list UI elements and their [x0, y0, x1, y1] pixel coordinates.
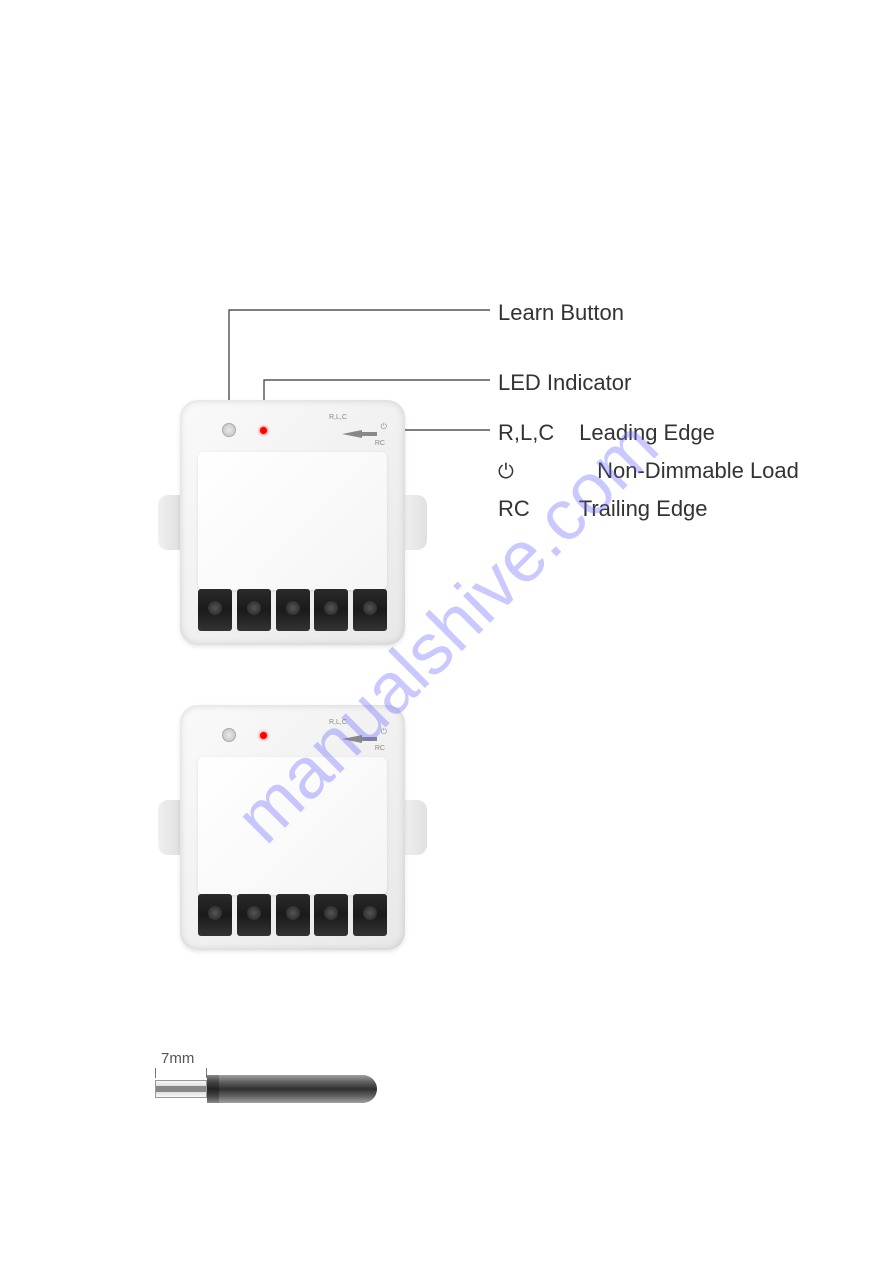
label-rlc-mode: R,L,C Leading Edge	[498, 420, 715, 446]
terminal	[237, 589, 271, 631]
terminal	[353, 589, 387, 631]
terminal-block	[198, 894, 387, 936]
led-indicator	[260, 427, 267, 434]
dial-label-rlc: R,L,C	[329, 719, 347, 726]
terminal	[276, 589, 310, 631]
power-icon: ⏻	[498, 461, 573, 484]
led-indicator	[260, 732, 267, 739]
dial-label-rc: RC	[375, 440, 385, 447]
device-bottom: R,L,C ⏻ RC	[180, 705, 405, 950]
label-rc-mode: RC Trailing Edge	[498, 496, 708, 522]
mode-dial[interactable]: R,L,C ⏻ RC	[327, 717, 387, 757]
dial-label-rc: RC	[375, 745, 385, 752]
terminal	[237, 894, 271, 936]
label-rlc-symbol: R,L,C	[498, 420, 573, 446]
label-rc-symbol: RC	[498, 496, 573, 522]
mount-ear-left	[158, 495, 180, 550]
terminal	[276, 894, 310, 936]
dial-pointer-icon	[342, 430, 362, 438]
mount-ear-left	[158, 800, 180, 855]
device-faceplate	[198, 757, 387, 895]
label-rc-text: Trailing Edge	[579, 496, 708, 521]
callout-lines	[0, 0, 893, 1263]
terminal	[314, 894, 348, 936]
label-learn-button: Learn Button	[498, 300, 624, 326]
mount-ear-right	[405, 800, 427, 855]
wire-dimension-label: 7mm	[161, 1050, 194, 1067]
learn-button[interactable]	[222, 728, 236, 742]
terminal	[198, 589, 232, 631]
mount-ear-right	[405, 495, 427, 550]
learn-button[interactable]	[222, 423, 236, 437]
label-rlc-text: Leading Edge	[579, 420, 715, 445]
dial-label-power-icon: ⏻	[381, 422, 387, 432]
dimension-bracket	[155, 1068, 207, 1078]
dial-label-power-icon: ⏻	[381, 727, 387, 737]
device-faceplate	[198, 452, 387, 590]
terminal	[198, 894, 232, 936]
device-top: R,L,C ⏻ RC	[180, 400, 405, 645]
wire-stripped-end	[155, 1080, 207, 1098]
terminal	[353, 894, 387, 936]
dial-label-rlc: R,L,C	[329, 414, 347, 421]
label-nondim-text: Non-Dimmable Load	[597, 458, 799, 483]
label-nondim-mode: ⏻ Non-Dimmable Load	[498, 458, 799, 484]
terminal-block	[198, 589, 387, 631]
mode-dial[interactable]: R,L,C ⏻ RC	[327, 412, 387, 452]
label-led-indicator: LED Indicator	[498, 370, 631, 396]
wire-insulation	[207, 1075, 377, 1103]
terminal	[314, 589, 348, 631]
dial-pointer-icon	[342, 735, 362, 743]
